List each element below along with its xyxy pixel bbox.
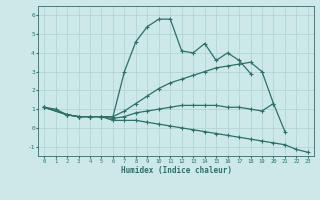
X-axis label: Humidex (Indice chaleur): Humidex (Indice chaleur) [121, 166, 231, 175]
